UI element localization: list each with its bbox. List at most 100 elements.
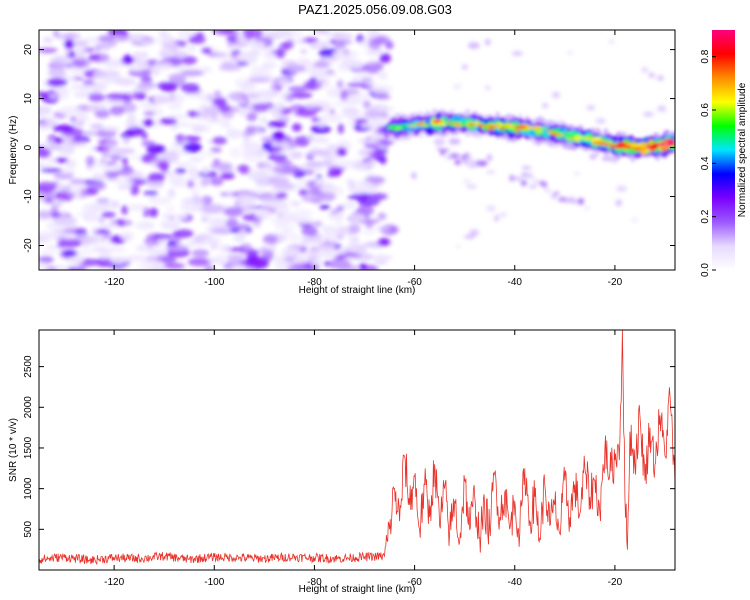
noise-blob [351, 76, 360, 83]
noise-blob [511, 51, 523, 56]
y-tick-label: 2000 [23, 396, 34, 419]
noise-blob [65, 265, 87, 270]
noise-blob [213, 52, 237, 61]
noise-blob [187, 44, 196, 53]
noise-blob [290, 200, 301, 207]
noise-blob [143, 190, 159, 196]
ridge-blob [644, 146, 653, 149]
noise-blob [321, 252, 338, 258]
noise-blob [59, 209, 69, 216]
noise-blob [292, 38, 307, 45]
noise-blob [276, 192, 288, 200]
noise-blob [351, 93, 371, 100]
noise-blob [335, 217, 343, 225]
noise-blob [332, 32, 353, 41]
x-tick-label: -20 [608, 277, 623, 288]
branch-blob [584, 206, 590, 210]
secondary-branch [437, 146, 590, 210]
noise-blob [289, 151, 304, 159]
noise-blob [337, 47, 350, 55]
noise-blob [142, 207, 150, 218]
noise-blob [313, 41, 325, 48]
noise-blob [314, 136, 330, 144]
y-tick-label: 2500 [23, 355, 34, 378]
noise-blob [312, 235, 332, 245]
y-tick-label: 0 [23, 144, 34, 150]
ridge-blob [573, 135, 584, 139]
y-tick-label: 1000 [23, 477, 34, 500]
x-tick-label: -40 [508, 577, 523, 588]
noise-blob [246, 102, 255, 112]
noise-blob [182, 55, 198, 66]
noise-blob [97, 42, 112, 50]
noise-blob [370, 84, 394, 95]
noise-blob [139, 39, 155, 46]
noise-blob [55, 33, 76, 40]
noise-blob [154, 61, 162, 72]
noise-blob [341, 112, 352, 117]
noise-blob [358, 148, 373, 157]
colorbar-ticks: 0.0 0.2 0.4 0.6 0.8 [700, 49, 716, 277]
noise-blob [303, 101, 319, 108]
noise-blob [322, 103, 331, 113]
spectrogram-y-axis: -20 -10 0 10 20 [23, 44, 675, 253]
noise-blob [39, 124, 52, 131]
branch-blob [485, 170, 496, 174]
noise-blob [189, 175, 202, 181]
noise-blob [245, 125, 255, 136]
noise-blob [270, 81, 283, 93]
noise-blob [53, 215, 77, 226]
noise-blob [149, 207, 159, 218]
noise-blob [202, 166, 209, 174]
noise-blob [276, 253, 283, 262]
noise-blob [364, 264, 379, 270]
noise-blob [239, 81, 257, 92]
noise-blob [241, 141, 261, 151]
noise-blob [385, 40, 394, 50]
noise-blob [197, 111, 205, 123]
noise-blob [94, 109, 110, 119]
noise-blob [468, 42, 480, 49]
x-tick-label: -100 [204, 277, 224, 288]
noise-blob [252, 219, 261, 228]
x-tick-label: -20 [608, 577, 623, 588]
noise-blob [272, 131, 285, 141]
branch-blob [467, 161, 478, 169]
noise-blob [249, 188, 266, 194]
noise-blob [106, 247, 127, 252]
noise-blob [57, 239, 82, 248]
noise-blob [46, 78, 68, 87]
noise-blob [297, 58, 312, 64]
noise-blob [183, 142, 202, 153]
noise-blob [157, 237, 166, 246]
ridge-blob [667, 139, 675, 145]
noise-blob [109, 256, 128, 264]
noise-blob [486, 154, 492, 162]
ridge-blob [421, 124, 430, 128]
noise-blob [609, 40, 614, 44]
noise-blob [64, 49, 70, 57]
noise-blob [120, 205, 129, 215]
noise-blob [315, 244, 336, 253]
noise-blob [278, 78, 291, 86]
noise-blob [374, 259, 388, 265]
noise-blob [281, 247, 298, 258]
ridge-blob [514, 125, 527, 129]
noise-blob [136, 81, 157, 90]
noise-blob [219, 244, 232, 253]
noise-blob [93, 70, 107, 79]
noise-blob [50, 206, 59, 217]
noise-blob [236, 35, 246, 43]
noise-blob [147, 174, 156, 182]
noise-blob [336, 147, 347, 157]
noise-blob [274, 101, 286, 109]
noise-blob [165, 244, 189, 252]
noise-blob [166, 206, 176, 212]
noise-blob [367, 30, 380, 39]
noise-blob [315, 73, 338, 78]
snr-frame [38, 329, 676, 571]
noise-blob [97, 249, 113, 261]
noise-blob [272, 164, 295, 175]
noise-blob [247, 77, 272, 83]
noise-blob [85, 155, 95, 166]
